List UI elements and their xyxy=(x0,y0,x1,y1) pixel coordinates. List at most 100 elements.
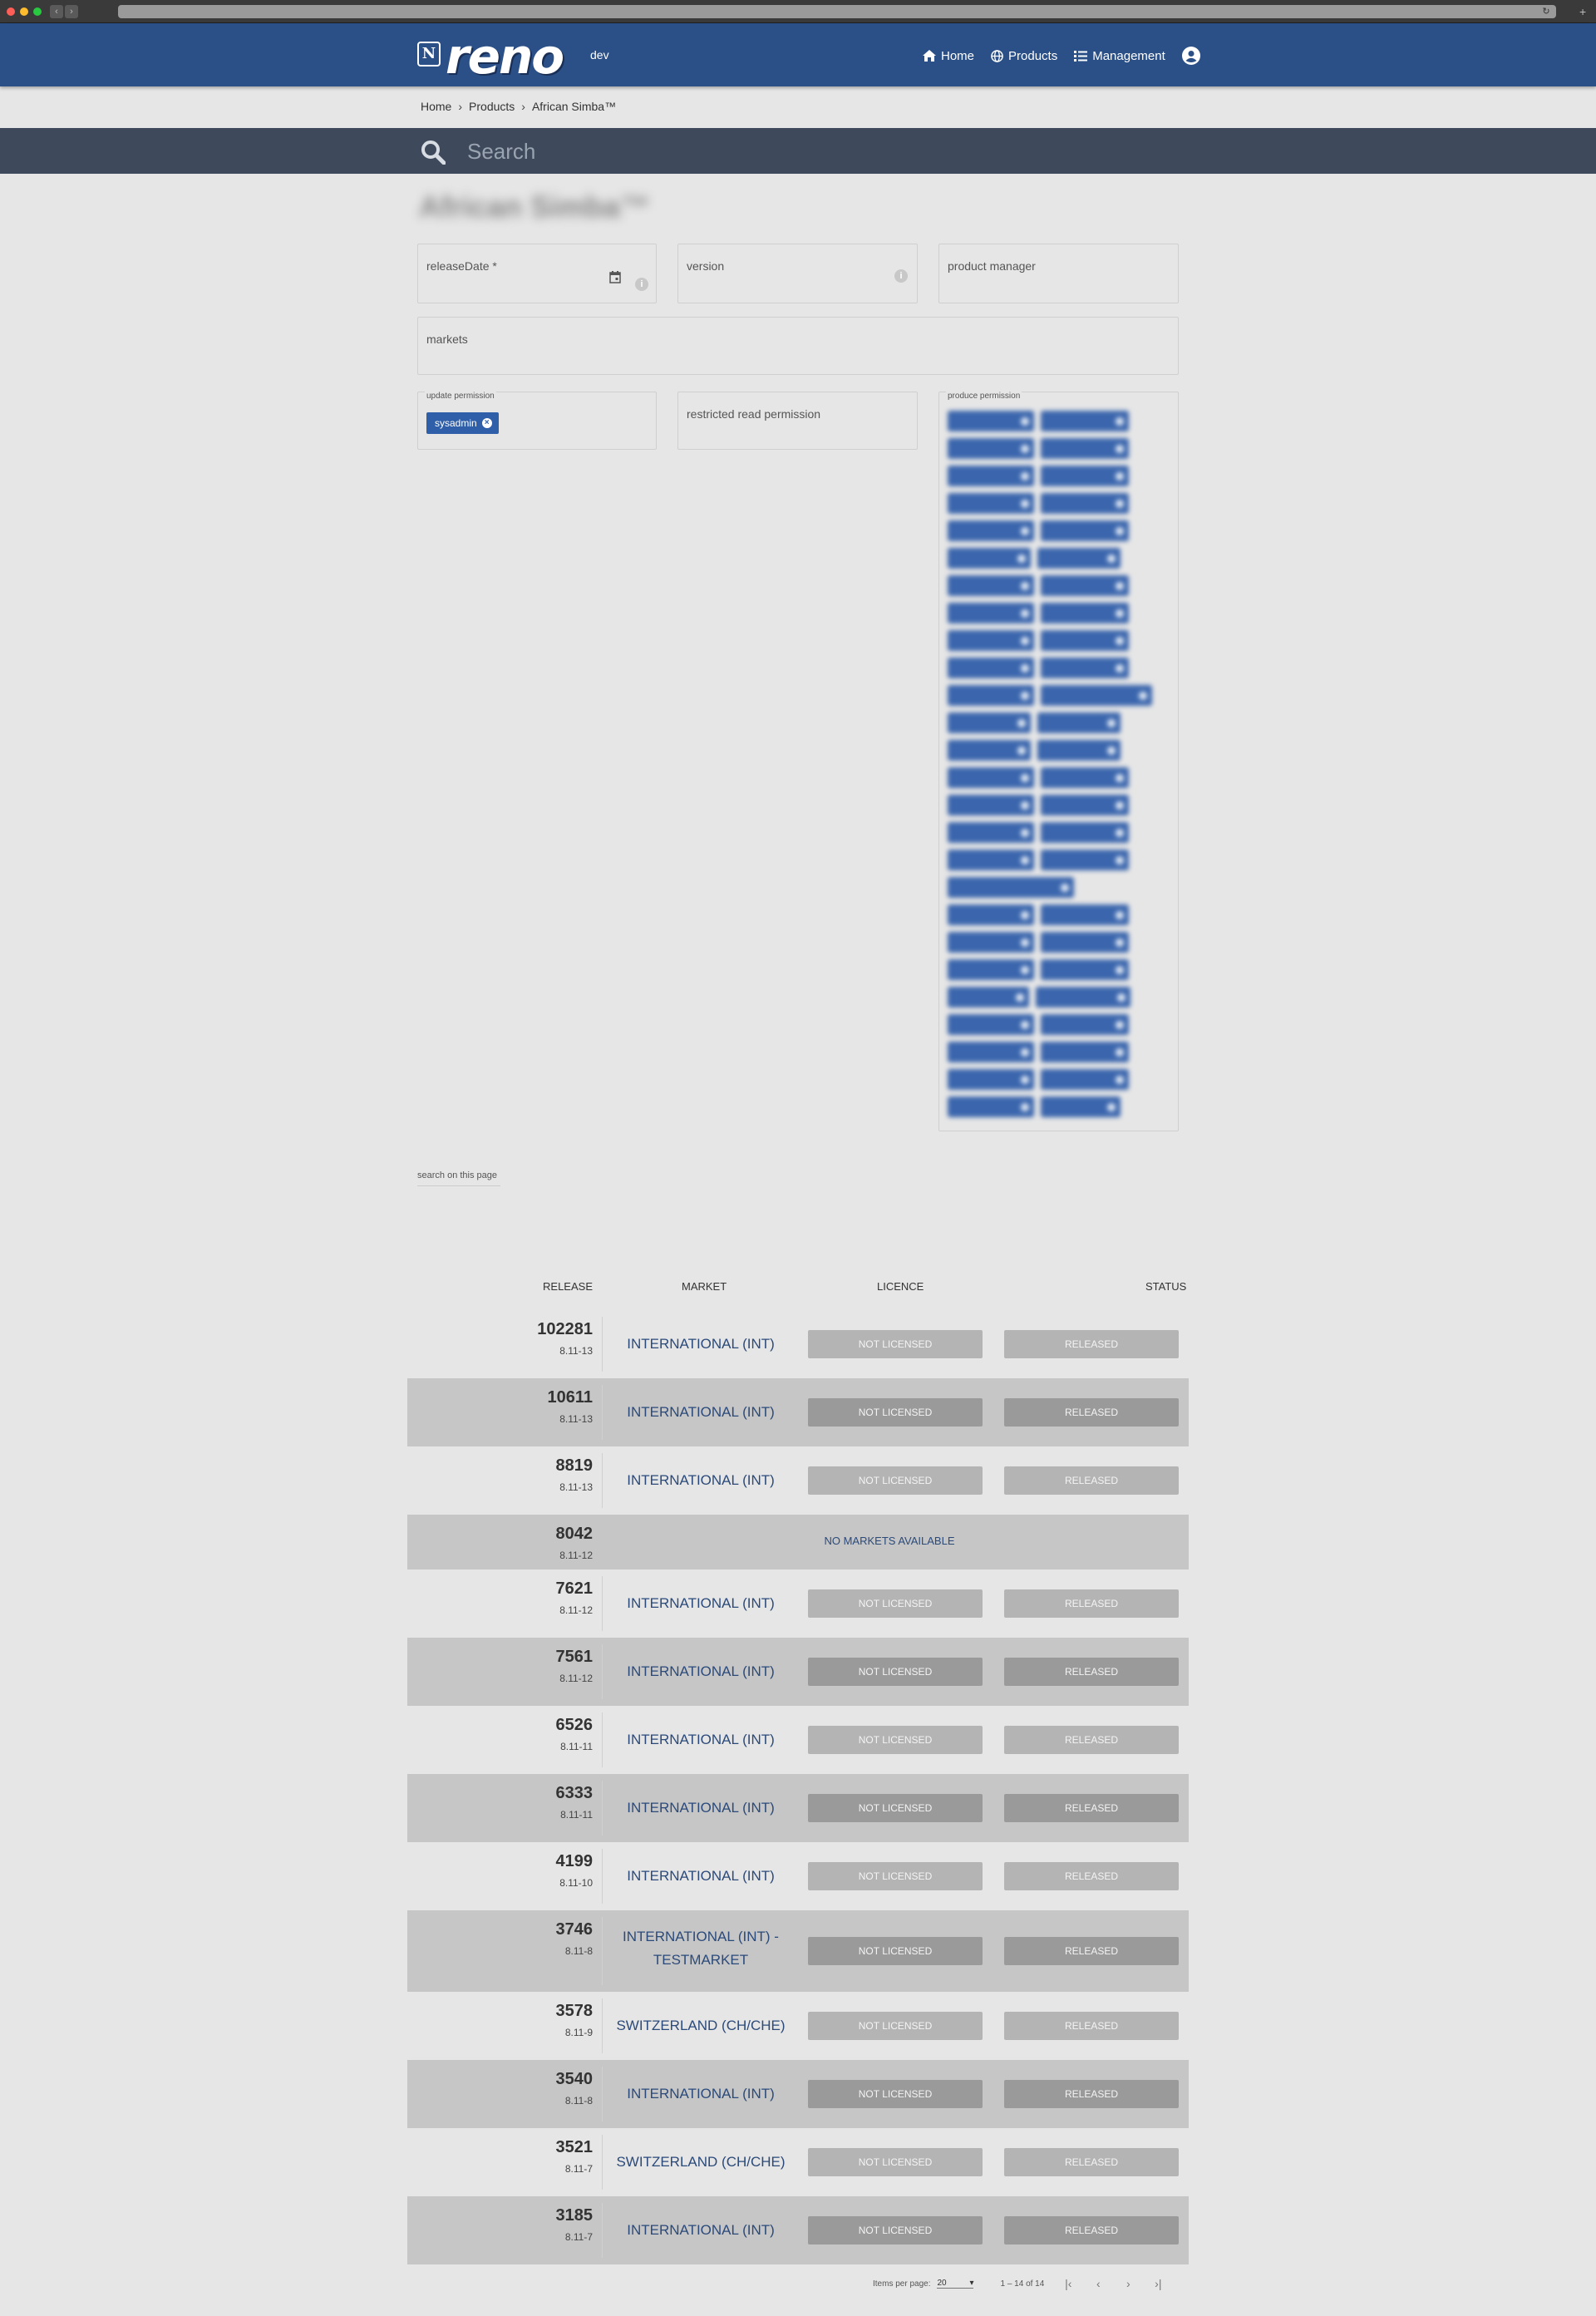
permission-chip[interactable] xyxy=(1037,712,1121,733)
remove-chip-icon[interactable] xyxy=(1061,883,1069,892)
table-row[interactable]: 7561 8.11-12 INTERNATIONAL (INT) NOT LIC… xyxy=(407,1638,1189,1706)
permission-chip[interactable] xyxy=(948,466,1034,486)
status-button[interactable]: RELEASED xyxy=(1004,1466,1179,1495)
status-button[interactable]: RELEASED xyxy=(1004,1862,1179,1890)
permission-chip[interactable] xyxy=(948,630,1034,651)
licence-button[interactable]: NOT LICENSED xyxy=(808,2216,983,2245)
status-button[interactable]: RELEASED xyxy=(1004,2012,1179,2040)
permission-chip[interactable] xyxy=(1041,438,1129,459)
permission-chip[interactable]: sysadmin × xyxy=(426,412,499,434)
release-number[interactable]: 3578 xyxy=(555,2002,594,2020)
permission-chip[interactable] xyxy=(1041,959,1129,980)
remove-chip-icon[interactable] xyxy=(1116,526,1124,535)
table-row[interactable]: 4199 8.11-10 INTERNATIONAL (INT) NOT LIC… xyxy=(407,1842,1189,1910)
permission-chip[interactable] xyxy=(948,603,1034,623)
remove-chip-icon[interactable] xyxy=(1107,718,1116,727)
status-button[interactable]: RELEASED xyxy=(1004,2080,1179,2108)
market-link[interactable]: INTERNATIONAL (INT) xyxy=(627,1472,775,1488)
permission-chip[interactable] xyxy=(948,520,1034,541)
licence-button[interactable]: NOT LICENSED xyxy=(808,2080,983,2108)
licence-button[interactable]: NOT LICENSED xyxy=(808,2012,983,2040)
permission-chip[interactable] xyxy=(1041,767,1129,788)
remove-chip-icon[interactable] xyxy=(1116,663,1124,673)
permission-chip[interactable] xyxy=(1037,740,1121,761)
permission-chip[interactable] xyxy=(948,932,1034,953)
remove-chip-icon[interactable] xyxy=(1117,993,1126,1002)
status-button[interactable]: RELEASED xyxy=(1004,1658,1179,1686)
licence-button[interactable]: NOT LICENSED xyxy=(808,1398,983,1427)
remove-chip-icon[interactable] xyxy=(1116,938,1124,947)
remove-chip-icon[interactable] xyxy=(1021,636,1029,645)
table-row[interactable]: 7621 8.11-12 INTERNATIONAL (INT) NOT LIC… xyxy=(407,1569,1189,1638)
table-row[interactable]: 3185 8.11-7 INTERNATIONAL (INT) NOT LICE… xyxy=(407,2196,1189,2264)
release-number[interactable]: 3521 xyxy=(555,2138,594,2156)
licence-button[interactable]: NOT LICENSED xyxy=(808,1862,983,1890)
permission-chip[interactable] xyxy=(948,658,1034,678)
remove-chip-icon[interactable] xyxy=(1021,910,1029,919)
nav-home[interactable]: Home xyxy=(923,49,974,63)
remove-chip-icon[interactable] xyxy=(1021,855,1029,865)
market-link[interactable]: INTERNATIONAL (INT) xyxy=(627,1595,775,1611)
permission-chip[interactable] xyxy=(1037,548,1121,569)
next-page-icon[interactable]: › xyxy=(1126,2277,1130,2290)
licence-button[interactable]: NOT LICENSED xyxy=(808,1330,983,1358)
release-number[interactable]: 3185 xyxy=(555,2206,594,2225)
update-permission-field[interactable]: update permission sysadmin × xyxy=(417,392,657,450)
remove-chip-icon[interactable] xyxy=(1017,746,1026,755)
licence-button[interactable]: NOT LICENSED xyxy=(808,1589,983,1618)
table-row[interactable]: 3521 8.11-7 SWITZERLAND (CH/CHE) NOT LIC… xyxy=(407,2128,1189,2196)
permission-chip[interactable] xyxy=(1041,466,1129,486)
remove-chip-icon[interactable] xyxy=(1021,801,1029,810)
market-link[interactable]: INTERNATIONAL (INT) xyxy=(627,1868,775,1884)
table-row[interactable]: 102281 8.11-13 INTERNATIONAL (INT) NOT L… xyxy=(407,1310,1189,1378)
first-page-icon[interactable]: |‹ xyxy=(1065,2277,1072,2290)
permission-chip[interactable] xyxy=(948,767,1034,788)
permission-chip[interactable] xyxy=(948,548,1031,569)
remove-chip-icon[interactable] xyxy=(1116,471,1124,480)
table-row[interactable]: 3578 8.11-9 SWITZERLAND (CH/CHE) NOT LIC… xyxy=(407,1992,1189,2060)
status-button[interactable]: RELEASED xyxy=(1004,2148,1179,2176)
permission-chip[interactable] xyxy=(948,712,1031,733)
remove-chip-icon[interactable] xyxy=(1139,691,1147,700)
table-row[interactable]: 10611 8.11-13 INTERNATIONAL (INT) NOT LI… xyxy=(407,1378,1189,1446)
market-link[interactable]: INTERNATIONAL (INT) xyxy=(627,1404,775,1420)
permission-chip[interactable] xyxy=(948,575,1034,596)
markets-field[interactable]: markets xyxy=(417,317,1179,375)
remove-chip-icon[interactable] xyxy=(1021,471,1029,480)
breadcrumb-products[interactable]: Products xyxy=(469,100,515,113)
licence-button[interactable]: NOT LICENSED xyxy=(808,1726,983,1754)
remove-chip-icon[interactable] xyxy=(1017,718,1026,727)
remove-chip-icon[interactable] xyxy=(1116,801,1124,810)
nav-products[interactable]: Products xyxy=(991,49,1057,63)
market-link[interactable]: INTERNATIONAL (INT) xyxy=(627,1732,775,1747)
remove-chip-icon[interactable] xyxy=(1021,965,1029,974)
release-number[interactable]: 10611 xyxy=(547,1388,593,1407)
logo-text[interactable]: reno xyxy=(446,28,564,85)
version-field[interactable]: version i xyxy=(677,244,918,303)
status-button[interactable]: RELEASED xyxy=(1004,1726,1179,1754)
remove-chip-icon[interactable] xyxy=(1107,554,1116,563)
restricted-read-permission-field[interactable]: restricted read permission xyxy=(677,392,918,450)
release-number[interactable]: 8042 xyxy=(555,1525,594,1543)
market-link[interactable]: INTERNATIONAL (INT) xyxy=(627,1800,775,1816)
market-link[interactable]: SWITZERLAND (CH/CHE) xyxy=(616,2154,786,2170)
release-number[interactable]: 3746 xyxy=(555,1920,594,1939)
product-manager-field[interactable]: product manager xyxy=(938,244,1179,303)
remove-chip-icon[interactable] xyxy=(1021,609,1029,618)
permission-chip[interactable] xyxy=(948,1014,1034,1035)
release-number[interactable]: 7561 xyxy=(555,1648,594,1666)
remove-chip-icon[interactable] xyxy=(1021,828,1029,837)
nav-management[interactable]: Management xyxy=(1074,49,1165,63)
reload-icon[interactable]: ↻ xyxy=(1542,7,1550,17)
permission-chip[interactable] xyxy=(1041,1042,1129,1062)
remove-chip-icon[interactable] xyxy=(1116,773,1124,782)
permission-chip[interactable] xyxy=(1041,1014,1129,1035)
remove-chip-icon[interactable] xyxy=(1116,1075,1124,1084)
permission-chip[interactable] xyxy=(1041,822,1129,843)
permission-chip[interactable] xyxy=(1041,658,1129,678)
licence-button[interactable]: NOT LICENSED xyxy=(808,2148,983,2176)
close-window-icon[interactable] xyxy=(7,7,15,16)
permission-chip[interactable] xyxy=(948,1096,1034,1117)
release-number[interactable]: 102281 xyxy=(537,1320,593,1338)
release-date-field[interactable]: releaseDate * i xyxy=(417,244,657,303)
